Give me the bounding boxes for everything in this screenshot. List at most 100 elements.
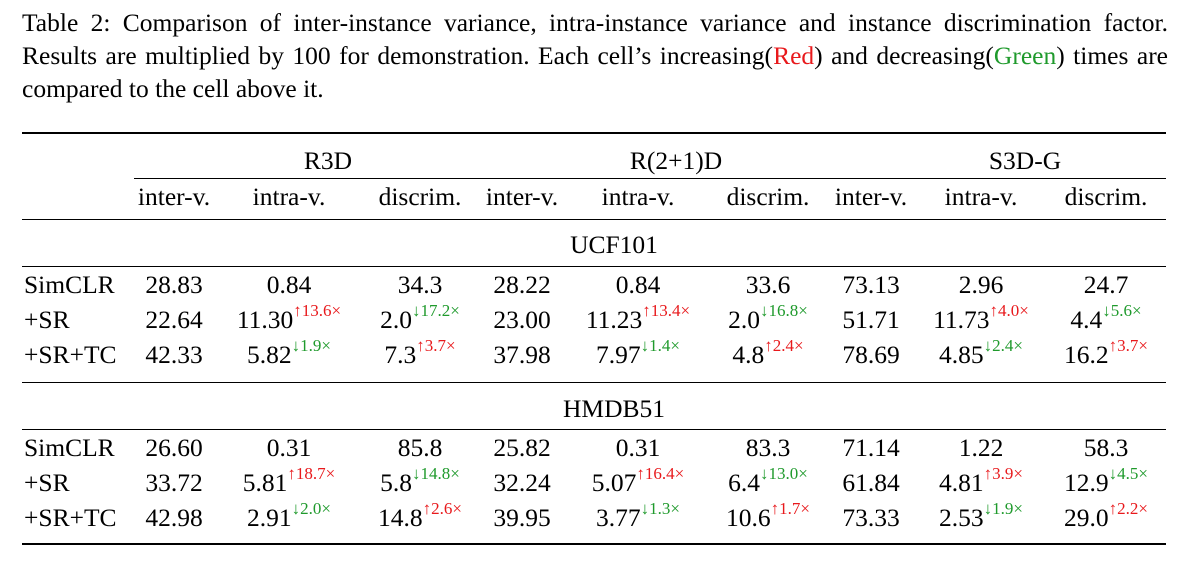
row-label: SimCLR bbox=[24, 270, 115, 299]
table-cell: 73.13 bbox=[842, 270, 899, 300]
decrease-annotation: ↓14.8× bbox=[412, 463, 460, 483]
table-cell: 0.84 bbox=[616, 270, 661, 300]
decrease-annotation: ↓13.0× bbox=[760, 463, 808, 483]
increase-annotation: ↑2.4× bbox=[764, 335, 804, 355]
table-cell: 12.9↓4.5× bbox=[1064, 465, 1148, 498]
cell-value: 0.31 bbox=[266, 433, 312, 462]
table-cell: 25.82 bbox=[493, 433, 550, 463]
table-cell: 58.3 bbox=[1084, 433, 1129, 463]
table-cell: 5.81↑18.7× bbox=[243, 465, 335, 498]
cell-value: 3.77 bbox=[596, 503, 641, 532]
decrease-annotation: ↓1.3× bbox=[640, 498, 680, 518]
table-caption: Table 2: Comparison of inter-instance va… bbox=[22, 6, 1168, 105]
caption-red-word: Red bbox=[773, 41, 815, 70]
table-cell: 83.3 bbox=[746, 433, 791, 463]
cell-value: 23.00 bbox=[493, 305, 551, 334]
group-header-s3dg: S3D-G bbox=[988, 146, 1062, 175]
increase-annotation: ↑4.0× bbox=[989, 300, 1029, 320]
table-cell: 26.60 bbox=[145, 433, 202, 463]
cell-value: 5.8 bbox=[380, 468, 413, 497]
caption-text-1: Table 2: Comparison of inter-instance va… bbox=[22, 8, 1168, 70]
row-label: +SR bbox=[24, 305, 70, 334]
table-cell: 33.6 bbox=[746, 270, 791, 300]
decrease-annotation: ↓17.2× bbox=[412, 300, 460, 320]
cell-value: 7.3 bbox=[384, 340, 417, 369]
column-header: inter-v. bbox=[137, 182, 211, 211]
table-cell: 16.2↑3.7× bbox=[1064, 337, 1148, 370]
table-cell: 71.14 bbox=[842, 433, 899, 463]
cell-value: 4.81 bbox=[939, 468, 984, 497]
increase-annotation: ↑3.9× bbox=[983, 463, 1023, 483]
decrease-annotation: ↓2.4× bbox=[983, 335, 1023, 355]
table-cell: 22.64 bbox=[145, 305, 202, 335]
section-rule bbox=[22, 266, 1166, 267]
table-cell: 2.0↓16.8× bbox=[728, 302, 808, 335]
row-label: +SR+TC bbox=[24, 503, 117, 532]
cell-value: 7.97 bbox=[596, 340, 641, 369]
increase-annotation: ↑18.7× bbox=[287, 463, 336, 483]
cell-value: 2.0 bbox=[380, 305, 413, 334]
increase-annotation: ↑2.2× bbox=[1108, 498, 1148, 518]
table-cell: 0.84 bbox=[267, 270, 312, 300]
cell-value: 0.84 bbox=[615, 270, 661, 299]
table-cell: 4.4↓5.6× bbox=[1070, 302, 1141, 335]
column-header: inter-v. bbox=[834, 182, 908, 211]
table-cell: 11.73↑4.0× bbox=[933, 302, 1029, 335]
caption-text-3: ) times are compared to the cell above i… bbox=[22, 41, 1169, 103]
table-cell: 2.0↓17.2× bbox=[380, 302, 460, 335]
table-cell: 7.97↓1.4× bbox=[596, 337, 680, 370]
cell-value: 2.91 bbox=[247, 503, 292, 532]
column-header: intra-v. bbox=[252, 182, 326, 211]
decrease-annotation: ↓1.9× bbox=[983, 498, 1023, 518]
cell-value: 26.60 bbox=[145, 433, 203, 462]
table-cell: 2.91↓2.0× bbox=[247, 500, 331, 533]
row-label: SimCLR bbox=[24, 433, 115, 462]
section-title: UCF101 bbox=[570, 230, 658, 259]
table-cell: 1.22 bbox=[959, 433, 1004, 463]
table-cell: 5.82↓1.9× bbox=[247, 337, 331, 370]
table-cell: 37.98 bbox=[493, 340, 550, 370]
cell-value: 2.96 bbox=[958, 270, 1004, 299]
cell-value: 22.64 bbox=[145, 305, 203, 334]
decrease-annotation: ↓5.6× bbox=[1102, 300, 1142, 320]
cell-value: 28.22 bbox=[493, 270, 551, 299]
table-cell: 0.31 bbox=[267, 433, 312, 463]
table-cell: 4.85↓2.4× bbox=[939, 337, 1023, 370]
cell-value: 0.84 bbox=[266, 270, 312, 299]
table-cell: 14.8↑2.6× bbox=[378, 500, 462, 533]
table-cell: 42.98 bbox=[145, 503, 202, 533]
decrease-annotation: ↓4.5× bbox=[1108, 463, 1148, 483]
decrease-annotation: ↓1.4× bbox=[640, 335, 680, 355]
table-cell: 6.4↓13.0× bbox=[728, 465, 808, 498]
column-header: discrim. bbox=[378, 182, 462, 211]
increase-annotation: ↑13.4× bbox=[642, 300, 691, 320]
table-cell: 3.77↓1.3× bbox=[596, 500, 680, 533]
increase-annotation: ↑13.6× bbox=[293, 300, 342, 320]
cell-value: 58.3 bbox=[1083, 433, 1129, 462]
decrease-annotation: ↓2.0× bbox=[291, 498, 331, 518]
increase-annotation: ↑1.7× bbox=[770, 498, 810, 518]
table-cell: 5.8↓14.8× bbox=[380, 465, 460, 498]
cell-value: 10.6 bbox=[726, 503, 771, 532]
decrease-annotation: ↓16.8× bbox=[760, 300, 808, 320]
cell-value: 6.4 bbox=[728, 468, 761, 497]
table-cell: 28.83 bbox=[145, 270, 202, 300]
table-cell: 24.7 bbox=[1084, 270, 1129, 300]
table-cell: 11.30↑13.6× bbox=[237, 302, 341, 335]
cell-value: 33.6 bbox=[745, 270, 791, 299]
table-cell: 73.33 bbox=[842, 503, 899, 533]
column-header: discrim. bbox=[1064, 182, 1148, 211]
table-cell: 42.33 bbox=[145, 340, 202, 370]
cell-value: 4.85 bbox=[939, 340, 984, 369]
table-cell: 61.84 bbox=[842, 468, 899, 498]
cell-value: 11.73 bbox=[933, 305, 990, 334]
row-label: +SR bbox=[24, 468, 70, 497]
cell-value: 2.53 bbox=[939, 503, 984, 532]
column-header: discrim. bbox=[726, 182, 810, 211]
cell-value: 37.98 bbox=[493, 340, 551, 369]
cell-value: 12.9 bbox=[1064, 468, 1109, 497]
table-cell: 85.8 bbox=[398, 433, 443, 463]
table-cell: 33.72 bbox=[145, 468, 202, 498]
increase-annotation: ↑3.7× bbox=[416, 335, 456, 355]
table-cell: 2.53↓1.9× bbox=[939, 500, 1023, 533]
